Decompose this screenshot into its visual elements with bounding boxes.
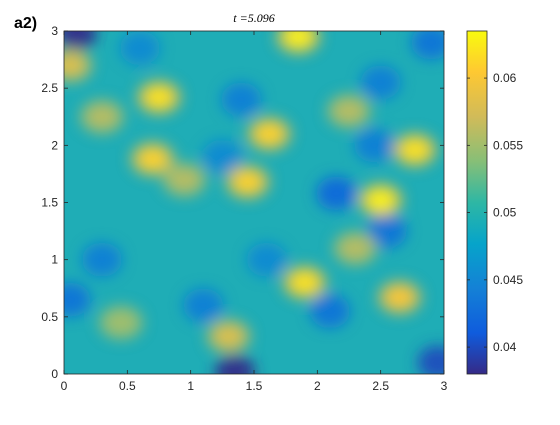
- heatmap-peak: [171, 169, 198, 190]
- heatmap-peak: [291, 272, 318, 293]
- heatmap-valley: [215, 354, 255, 374]
- heatmap-peak: [336, 101, 362, 122]
- heatmap-peak: [215, 326, 242, 347]
- heatmap-valley: [354, 128, 395, 163]
- heatmap-peak: [367, 190, 394, 211]
- heatmap-peak: [234, 171, 261, 192]
- heatmap-valley: [310, 294, 350, 329]
- heatmap-peak: [64, 55, 84, 76]
- heatmap-peak: [285, 31, 312, 47]
- x-tick-label: 2.5: [372, 379, 389, 393]
- heatmap-valley: [82, 242, 122, 277]
- heatmap-peak: [89, 106, 115, 127]
- heatmap-valley: [120, 31, 160, 66]
- heatmap-valley: [367, 214, 407, 249]
- x-axis: 0 0.5 1 1.5 2 2.5 3: [61, 31, 448, 393]
- colorbar-tick-label: 0.055: [493, 138, 523, 152]
- heatmap-peak: [139, 149, 166, 170]
- y-tick-label: 2: [51, 138, 58, 152]
- colorbar-ticks: 0.04 0.045 0.05 0.055 0.06: [467, 71, 523, 354]
- heatmap-valley: [64, 282, 91, 317]
- y-tick-label: 3: [51, 24, 58, 38]
- heatmap-peak: [108, 312, 134, 333]
- heatmap-valley: [360, 65, 401, 100]
- colorbar-gradient: [466, 30, 488, 375]
- x-tick-label: 3: [441, 379, 448, 393]
- x-tick-label: 2: [314, 379, 321, 393]
- heatmap-valley: [246, 242, 287, 277]
- colorbar-tick-label: 0.045: [493, 273, 523, 287]
- y-tick-label: 1: [51, 253, 58, 267]
- heatmap-peak: [256, 123, 283, 144]
- heatmap-valley: [202, 139, 243, 174]
- x-tick-label: 1.5: [246, 379, 263, 393]
- chart-title: t =5.096: [233, 11, 274, 25]
- heatmap-valley: [417, 345, 444, 374]
- y-tick-label: 2.5: [41, 81, 58, 95]
- x-tick-label: 0.5: [119, 379, 136, 393]
- panel-label: a2): [14, 15, 37, 32]
- y-tick-label: 0: [51, 367, 58, 381]
- heatmap-peak: [401, 139, 428, 160]
- heatmap-peak: [342, 238, 369, 259]
- y-tick-label: 1.5: [41, 196, 58, 210]
- heatmap-valley: [316, 176, 357, 211]
- heatmap-valley: [183, 288, 224, 323]
- heatmap-plot-area: [63, 30, 445, 375]
- colorbar-tick-label: 0.05: [493, 206, 517, 220]
- heatmap-field: [64, 31, 444, 374]
- x-tick-label: 0: [61, 379, 68, 393]
- heatmap-peak: [386, 287, 413, 308]
- heatmap-valley: [64, 31, 97, 51]
- heatmap-peak: [146, 87, 172, 108]
- colorbar: 0.04 0.045 0.05 0.055 0.06: [466, 30, 523, 375]
- y-tick-label: 0.5: [41, 310, 58, 324]
- x-tick-label: 1: [187, 379, 194, 393]
- colorbar-tick-label: 0.04: [493, 340, 517, 354]
- heatmap-valley: [221, 82, 262, 117]
- colorbar-tick-label: 0.06: [493, 71, 517, 85]
- y-axis: 0 0.5 1 1.5 2 2.5 3: [41, 24, 444, 381]
- heatmap-valley: [411, 31, 444, 60]
